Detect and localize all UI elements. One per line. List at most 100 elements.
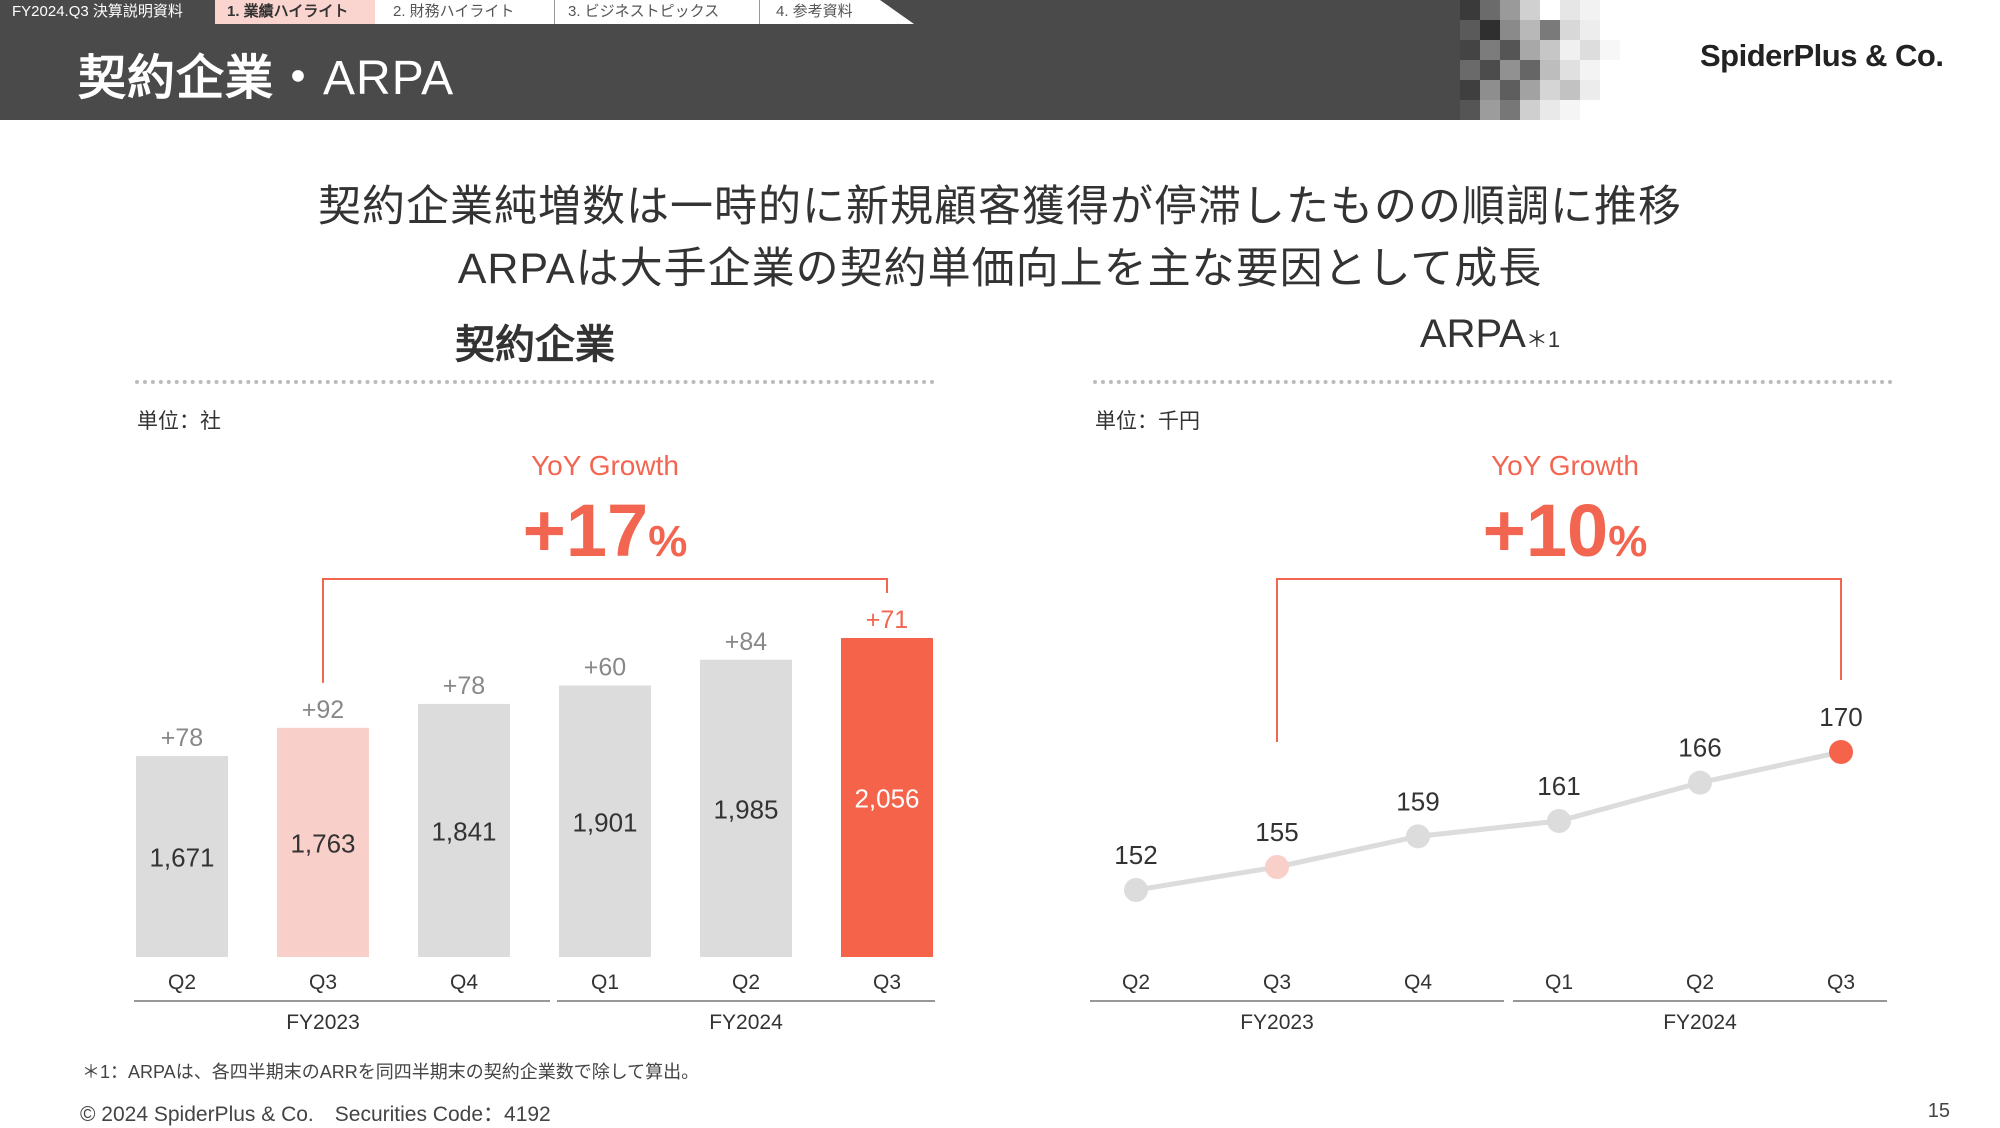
tab-performance-highlights[interactable]: 1. 業績ハイライト (215, 0, 375, 24)
divider-dotted-right (1093, 380, 1893, 384)
group-label: FY2024 (709, 1011, 783, 1034)
x-tick-label: Q3 (1827, 971, 1855, 994)
x-tick-label: Q3 (309, 971, 337, 994)
copyright: © 2024 SpiderPlus & Co. Securities Code：… (80, 1103, 551, 1126)
x-tick-label: Q1 (591, 971, 619, 994)
x-tick-label: Q3 (1263, 971, 1291, 994)
x-tick-label: Q4 (1404, 971, 1432, 994)
arpa-point (1406, 824, 1430, 849)
arpa-title-text: ARPA (1419, 312, 1526, 356)
mosaic-pixel (1620, 100, 1640, 120)
mosaic-pixel (1620, 20, 1640, 40)
bar-value-label: 1,671 (149, 843, 214, 873)
yoy-growth-value-right: +10% (1365, 488, 1765, 573)
mosaic-pixel (1600, 40, 1620, 60)
document-label: FY2024.Q3 決算説明資料 (0, 0, 215, 24)
bar-q4-2 (418, 703, 510, 957)
bar-q3-5 (841, 638, 933, 957)
arpa-value-label: 159 (1396, 786, 1439, 816)
mosaic-pixel (1580, 100, 1600, 120)
bar-value-label: 1,985 (713, 794, 778, 824)
mosaic-pixel (1560, 40, 1580, 60)
mosaic-pixel (1520, 40, 1540, 60)
bar-value-label: 1,841 (431, 816, 496, 846)
mosaic-pixel (1480, 40, 1500, 60)
footnote: ＊1：ARPAは、各四半期末のARRを同四半期末の契約企業数で除して算出。 (82, 1062, 700, 1082)
yoy-growth-label-left: YoY Growth (531, 450, 679, 481)
mosaic-pixel (1600, 0, 1620, 20)
net-add-label: +71 (866, 606, 908, 634)
unit-label-left: 単位：社 (137, 410, 221, 433)
mosaic-pixel (1620, 0, 1640, 20)
contract-companies-title: 契約企業 (455, 323, 615, 367)
mosaic-pixel (1480, 20, 1500, 40)
yoy-growth-percent-right: % (1608, 517, 1648, 566)
tab-financial-highlights[interactable]: 2. 財務ハイライト (385, 0, 555, 24)
mosaic-pixel (1600, 60, 1620, 80)
mosaic-pixel (1580, 80, 1600, 100)
mosaic-pixel (1540, 80, 1560, 100)
page-number: 15 (1927, 1100, 1950, 1122)
mosaic-pixel (1500, 40, 1520, 60)
x-tick-label: Q2 (1122, 971, 1150, 994)
page-title-latin: ARPA (323, 52, 455, 105)
mosaic-pixel (1580, 20, 1600, 40)
mosaic-pixel (1580, 60, 1600, 80)
mosaic-pixel (1520, 100, 1540, 120)
arpa-point (1547, 809, 1571, 833)
divider-dotted-left (135, 380, 935, 384)
bar-q1-3 (559, 685, 651, 957)
yoy-bracket (322, 578, 888, 683)
mosaic-pixel (1560, 0, 1580, 20)
arpa-title-note: ＊1 (1525, 327, 1561, 352)
mosaic-pixel (1600, 20, 1620, 40)
mosaic-pixel (1500, 100, 1520, 120)
mosaic-pixel (1560, 80, 1580, 100)
yoy-growth-value-left: +17% (405, 488, 805, 573)
arpa-title: ARPA＊1 (1090, 312, 1890, 357)
mosaic-pixel (1580, 40, 1600, 60)
mosaic-pixel (1460, 80, 1480, 100)
yoy-growth-number-right: +10 (1482, 489, 1609, 572)
yoy-growth-number-left: +17 (522, 489, 649, 572)
mosaic-pixel (1460, 40, 1480, 60)
x-tick-label: Q1 (1545, 971, 1573, 994)
mosaic-pixel (1480, 80, 1500, 100)
mosaic-pixel (1460, 60, 1480, 80)
mosaic-pixel (1600, 80, 1620, 100)
x-tick-label: Q4 (450, 971, 478, 994)
net-add-label: +92 (302, 696, 344, 724)
tab-reference[interactable]: 4. 参考資料 (776, 3, 853, 20)
page-title-separator: ・ (274, 52, 324, 105)
mosaic-pixel (1480, 100, 1500, 120)
yoy-bracket (1276, 578, 1842, 742)
mosaic-pixel (1540, 20, 1560, 40)
contract-companies-bar-chart: 1,671 +78 Q2 1,763 +92 Q3 1,841 +78 Q4 1,901 +60 Q1… (134, 578, 935, 1034)
mosaic-pixel (1600, 100, 1620, 120)
mosaic-pixel (1520, 20, 1540, 40)
arpa-value-label: 166 (1678, 733, 1721, 763)
bar-value-label: 2,056 (854, 784, 919, 814)
mosaic-pixel (1580, 0, 1600, 20)
headline-line-1: 契約企業純増数は一時的に新規顧客獲得が停滞したものの順調に推移 (318, 183, 1682, 231)
tab-business-topics[interactable]: 3. ビジネストピックス (560, 0, 760, 24)
mosaic-pixel (1520, 60, 1540, 80)
mosaic-pixel (1560, 100, 1580, 120)
bar-q2-0 (136, 756, 228, 957)
mosaic-pixel (1520, 80, 1540, 100)
x-tick-label: Q2 (1686, 971, 1714, 994)
arpa-point (1688, 770, 1712, 795)
arpa-point (1124, 878, 1148, 902)
mosaic-pixel (1620, 60, 1640, 80)
net-add-label: +84 (725, 628, 768, 656)
bar-q2-4 (700, 659, 792, 957)
arpa-value-label: 152 (1114, 840, 1157, 870)
group-label: FY2024 (1663, 1011, 1737, 1034)
company-logo: SpiderPlus & Co. (1700, 38, 1944, 73)
pixel-mosaic-decoration (1460, 0, 1640, 120)
net-add-label: +78 (161, 724, 203, 752)
bar-value-label: 1,901 (572, 807, 637, 837)
headline-line-2: ARPAは大手企業の契約単価向上を主な要因として成長 (457, 245, 1543, 293)
x-tick-label: Q3 (873, 971, 901, 994)
net-add-label: +60 (584, 654, 626, 682)
